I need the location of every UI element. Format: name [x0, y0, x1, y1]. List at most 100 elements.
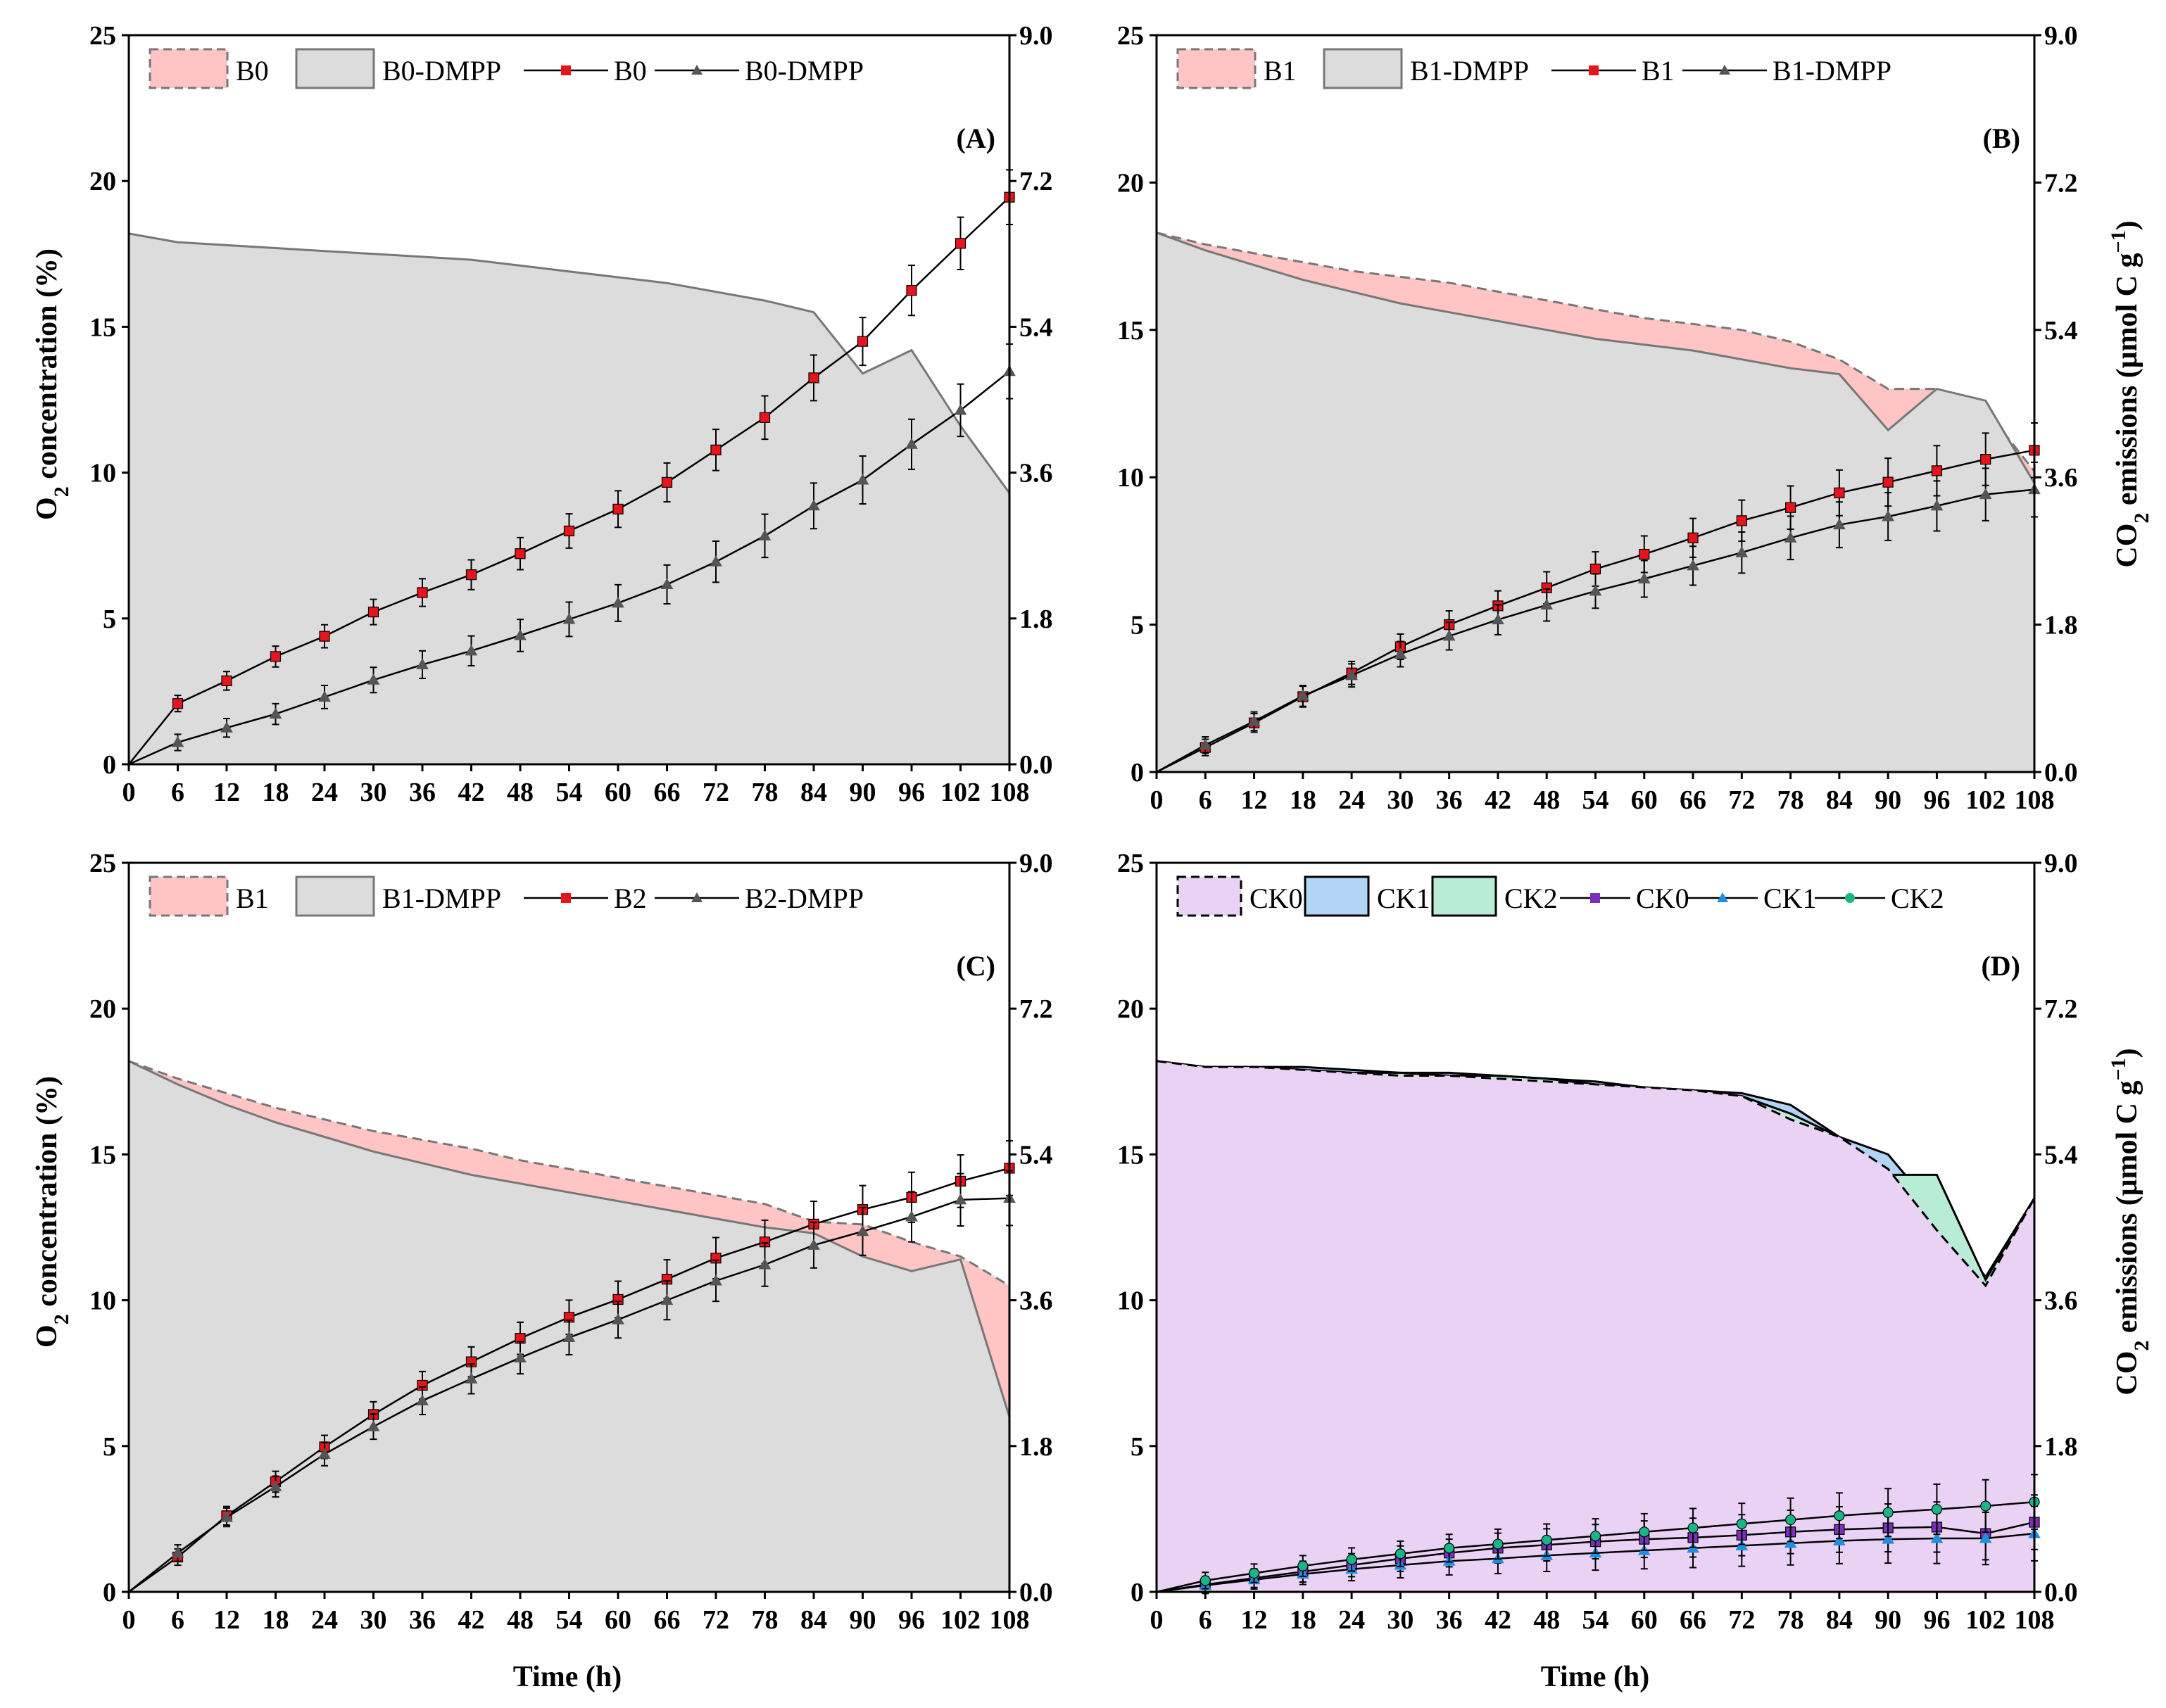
legend-label: B0	[614, 55, 647, 87]
data-point	[1200, 1575, 1211, 1586]
data-point	[465, 569, 477, 581]
x-tick-label: 84	[800, 778, 827, 807]
x-tick-label: 60	[1631, 785, 1658, 815]
x-tick-label: 96	[898, 1605, 925, 1635]
data-point	[954, 403, 967, 415]
x-tick-label: 36	[409, 778, 436, 807]
y-tick-label-left: 0	[103, 750, 116, 780]
data-point	[416, 1394, 429, 1405]
data-point	[514, 1351, 527, 1362]
data-point	[856, 473, 869, 485]
data-point	[1346, 1554, 1357, 1565]
data-point	[562, 1331, 576, 1343]
legend-label: B1	[1642, 55, 1675, 87]
x-tick-label: 90	[1875, 1605, 1901, 1635]
y-tick-label-left: 0	[1131, 758, 1144, 787]
data-point	[1980, 454, 1991, 465]
y-tick-label-right: 1.8	[2044, 1432, 2078, 1462]
x-tick-label: 18	[1290, 1605, 1316, 1635]
y-axis-title-right-top: CO2 emissions (μmol C g−1)	[2107, 220, 2153, 567]
data-point	[1540, 598, 1554, 610]
x-tick-label: 78	[752, 778, 779, 807]
data-point	[318, 690, 331, 702]
data-point	[1687, 559, 1699, 571]
data-point	[465, 644, 478, 656]
x-tick-label: 48	[507, 1605, 534, 1635]
data-point	[1882, 1533, 1895, 1544]
data-point	[221, 675, 232, 687]
legend-label: CK0	[1249, 883, 1303, 914]
x-tick-label: 12	[213, 1605, 240, 1635]
x-tick-label: 60	[605, 1605, 631, 1635]
x-tick-label: 0	[122, 1605, 136, 1635]
data-point	[905, 1210, 918, 1222]
y-tick-label-left: 0	[103, 1578, 116, 1607]
legend-swatch	[295, 875, 375, 917]
data-point	[1296, 689, 1309, 701]
x-tick-label: 30	[1387, 1605, 1413, 1635]
x-tick-label: 72	[1728, 1605, 1755, 1635]
x-tick-label: 78	[752, 1605, 779, 1635]
data-point	[1784, 1536, 1797, 1548]
data-point	[1834, 487, 1845, 498]
legend-item-b1: B1	[149, 875, 269, 917]
legend-marker	[1589, 65, 1599, 75]
x-tick-label: 42	[1485, 785, 1511, 815]
data-point	[1687, 532, 1699, 543]
x-tick-label: 24	[311, 778, 338, 807]
y-tick-label-right: 5.4	[2044, 1140, 2078, 1170]
data-point	[1930, 1532, 1944, 1543]
y-tick-label-left: 0	[1131, 1578, 1144, 1607]
area-edge-b1	[1157, 232, 2034, 472]
legend-label: B0-DMPP	[745, 55, 864, 87]
x-tick-label: 72	[703, 1605, 729, 1635]
x-tick-label: 0	[1150, 1605, 1164, 1635]
y-axis-title-left-bottom: O2 concentration (%)	[31, 1076, 73, 1348]
area-ck0	[1157, 1061, 2034, 1592]
y-tick-label-right: 1.8	[1019, 605, 1053, 634]
x-tick-label: 0	[122, 778, 136, 807]
legend-label: B0-DMPP	[382, 55, 501, 87]
legend-label: B2-DMPP	[745, 883, 864, 914]
x-tick-label: 18	[1290, 785, 1316, 815]
y-tick-label-left: 10	[89, 459, 116, 488]
data-point	[1345, 669, 1358, 681]
data-point	[1589, 584, 1602, 596]
area-edge-b0-dmpp	[129, 232, 1009, 494]
y-axis-title-left-top: O2 concentration (%)	[31, 248, 73, 520]
data-point	[1492, 1538, 1504, 1550]
x-tick-label: 84	[800, 1605, 827, 1635]
legend-item-b0: B0	[149, 48, 269, 89]
series-b2-dmpp	[128, 1170, 1016, 1593]
data-point	[367, 673, 380, 685]
y-tick-label-left: 20	[89, 167, 116, 196]
legend-swatch	[1304, 875, 1370, 917]
data-point	[1736, 1518, 1747, 1529]
y-tick-label-left: 25	[89, 849, 116, 878]
data-point	[1589, 563, 1601, 575]
data-point	[1394, 647, 1407, 659]
legend-label: B1	[1264, 55, 1297, 87]
legend-label: B2	[614, 883, 647, 914]
x-tick-label: 24	[311, 1605, 338, 1635]
x-tick-label: 66	[1680, 785, 1706, 815]
data-point	[1735, 546, 1749, 557]
legend-swatch	[1176, 48, 1257, 89]
data-point	[1687, 1522, 1699, 1533]
y-tick-label-right: 9.0	[1019, 849, 1053, 878]
data-point	[1247, 714, 1261, 726]
legend-marker	[691, 892, 703, 902]
data-point	[171, 1546, 184, 1558]
x-tick-label: 54	[556, 778, 583, 807]
y-tick-label-right: 7.2	[1019, 167, 1053, 196]
legend-label: CK2	[1504, 883, 1558, 914]
data-point	[710, 1274, 722, 1286]
legend-item-ck0: CK0	[1560, 883, 1689, 914]
data-point	[269, 707, 282, 719]
data-point	[1736, 515, 1747, 526]
data-point	[1931, 1503, 1943, 1515]
legend-item-b2-dmpp: B2-DMPP	[655, 883, 864, 914]
y-tick-label-right: 7.2	[2044, 994, 2078, 1024]
x-tick-label: 0	[1150, 785, 1164, 815]
